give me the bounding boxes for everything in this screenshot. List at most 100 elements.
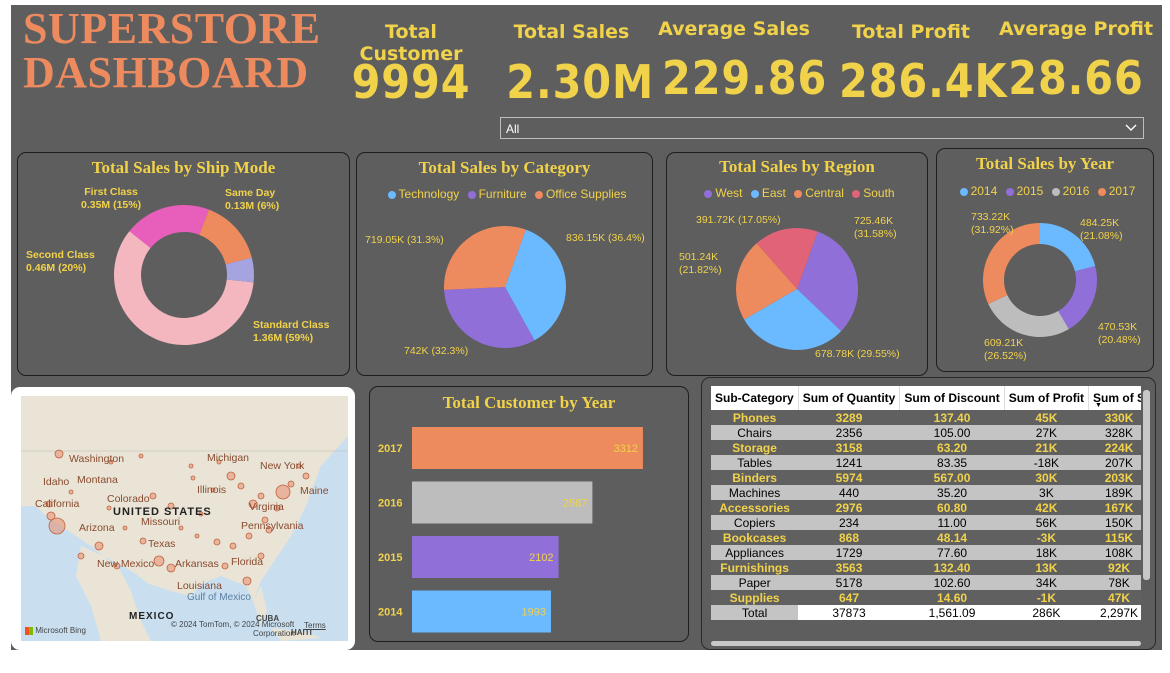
slice-2017[interactable] bbox=[983, 223, 1040, 305]
region-pie-chart[interactable] bbox=[667, 153, 928, 376]
bar-2016[interactable] bbox=[412, 481, 593, 524]
column-header-subcategory[interactable]: Sub-Category bbox=[711, 386, 799, 410]
map-label-gulf: Gulf of Mexico bbox=[187, 592, 251, 603]
slice-2014[interactable] bbox=[1040, 223, 1096, 272]
map-bubble[interactable] bbox=[166, 563, 176, 573]
map-bubble[interactable] bbox=[194, 533, 200, 539]
table-row[interactable]: Phones 3289 137.40 45K 330K bbox=[711, 410, 1141, 425]
map-bubble[interactable] bbox=[265, 526, 273, 534]
map-visual[interactable]: Washington Montana Idaho California Colo… bbox=[11, 387, 355, 650]
map-bubble[interactable] bbox=[226, 471, 236, 481]
table-row[interactable]: Machines 440 35.20 3K 189K bbox=[711, 485, 1141, 500]
table-row[interactable]: Tables 1241 83.35 -18K 207K bbox=[711, 455, 1141, 470]
map-bubble[interactable] bbox=[106, 505, 112, 511]
horizontal-scrollbar[interactable] bbox=[711, 641, 1141, 646]
map-bubble[interactable] bbox=[139, 537, 147, 545]
year-donut-chart[interactable] bbox=[937, 149, 1154, 372]
map-bubble[interactable] bbox=[108, 459, 114, 465]
map-bubble[interactable] bbox=[296, 463, 302, 469]
chevron-down-icon[interactable] bbox=[1125, 118, 1137, 140]
map-bubble[interactable] bbox=[261, 516, 269, 524]
column-header-sales[interactable]: Sum of S ▼ bbox=[1088, 386, 1141, 410]
bar-2015[interactable] bbox=[412, 536, 559, 578]
map-bubble[interactable] bbox=[275, 484, 291, 500]
table-row[interactable]: Paper 5178 102.60 34K 78K bbox=[711, 575, 1141, 590]
ship-mode-donut-chart[interactable] bbox=[18, 153, 350, 376]
legend-dot bbox=[534, 190, 543, 199]
map-bubble[interactable] bbox=[68, 489, 74, 495]
map-bubble[interactable] bbox=[302, 472, 310, 480]
map-canvas[interactable]: Washington Montana Idaho California Colo… bbox=[21, 396, 348, 641]
card-subcategory-table[interactable]: Sub-Category Sum of Quantity Sum of Disc… bbox=[701, 377, 1156, 650]
table-row[interactable]: Furnishings 3563 132.40 13K 92K bbox=[711, 560, 1141, 575]
map-bubble[interactable] bbox=[188, 463, 194, 469]
card-customer-by-year[interactable]: Total Customer by Year 3312 2017 2587 2016 2… bbox=[369, 386, 689, 642]
table-row[interactable]: Appliances 1729 77.60 18K 108K bbox=[711, 545, 1141, 560]
table-row[interactable]: Storage 3158 63.20 21K 224K bbox=[711, 440, 1141, 455]
bar-2017[interactable] bbox=[412, 427, 643, 469]
table-row[interactable]: Accessories 2976 60.80 42K 167K bbox=[711, 500, 1141, 515]
sort-descending-icon[interactable]: ▼ bbox=[1095, 402, 1102, 409]
map-bubble[interactable] bbox=[178, 525, 184, 531]
map-bubble[interactable] bbox=[77, 552, 85, 560]
slice-2015[interactable] bbox=[1058, 266, 1097, 330]
bar-2014[interactable] bbox=[412, 590, 551, 633]
slice-office-supplies[interactable] bbox=[444, 225, 526, 290]
map-bubble[interactable] bbox=[248, 499, 258, 509]
card-sales-by-ship-mode[interactable]: Total Sales by Ship Mode First Class 0.35… bbox=[17, 152, 350, 376]
slice-east[interactable] bbox=[744, 289, 842, 350]
map-bubble[interactable] bbox=[229, 542, 237, 550]
slice-second-class[interactable] bbox=[129, 205, 209, 249]
slice-central[interactable] bbox=[736, 243, 797, 320]
card-sales-by-year[interactable]: Total Sales by Year 2014 2015 2016 2017 … bbox=[936, 148, 1154, 372]
table-row[interactable]: Binders 5974 567.00 30K 203K bbox=[711, 470, 1141, 485]
map-bubble[interactable] bbox=[46, 511, 56, 521]
map-bubble[interactable] bbox=[210, 487, 216, 493]
map-bubble[interactable] bbox=[94, 541, 104, 551]
map-bubble[interactable] bbox=[245, 532, 253, 540]
vertical-scrollbar[interactable] bbox=[1143, 390, 1150, 580]
map-bubble[interactable] bbox=[273, 504, 281, 512]
map-bubble[interactable] bbox=[153, 555, 165, 567]
map-bubble[interactable] bbox=[221, 562, 229, 570]
customer-bar-chart[interactable]: 3312 2017 2587 2016 2102 2015 1993 2014 bbox=[370, 387, 689, 642]
column-header-profit[interactable]: Sum of Profit bbox=[1004, 386, 1090, 410]
map-bubble[interactable] bbox=[242, 576, 252, 586]
map-bubble[interactable] bbox=[113, 562, 121, 570]
map-bubble[interactable] bbox=[54, 449, 64, 459]
slice-furniture[interactable] bbox=[444, 287, 535, 348]
map-bubble[interactable] bbox=[198, 511, 204, 517]
map-bubble[interactable] bbox=[237, 482, 245, 490]
slice-2016[interactable] bbox=[988, 295, 1069, 337]
table-row[interactable]: Chairs 2356 105.00 27K 328K bbox=[711, 425, 1141, 440]
map-bubble[interactable] bbox=[287, 480, 295, 488]
category-pie-chart[interactable] bbox=[357, 153, 653, 376]
year-slicer-dropdown[interactable]: All bbox=[500, 117, 1144, 139]
slice-technology[interactable] bbox=[505, 229, 566, 341]
map-label-cuba: CUBA bbox=[256, 614, 280, 623]
table-row[interactable]: Copiers 234 11.00 56K 150K bbox=[711, 515, 1141, 530]
slice-first-class[interactable] bbox=[199, 209, 252, 265]
map-terms-link[interactable]: Terms bbox=[304, 621, 326, 630]
map-bubble[interactable] bbox=[167, 502, 175, 510]
column-header-quantity[interactable]: Sum of Quantity bbox=[798, 386, 901, 410]
map-bubble[interactable] bbox=[149, 492, 157, 500]
map-bubble[interactable] bbox=[48, 517, 66, 535]
slice-west[interactable] bbox=[797, 231, 858, 332]
map-bubble[interactable] bbox=[122, 525, 128, 531]
card-sales-by-region[interactable]: Total Sales by Region West East Central … bbox=[666, 152, 928, 376]
map-bubble[interactable] bbox=[138, 453, 144, 459]
map-bubble[interactable] bbox=[216, 459, 222, 465]
map-bubble[interactable] bbox=[190, 475, 196, 481]
map-bubble[interactable] bbox=[257, 552, 265, 560]
table-row[interactable]: Supplies 647 14.60 -1K 47K bbox=[711, 590, 1141, 605]
slice-standard-class[interactable] bbox=[114, 231, 254, 345]
map-bubble[interactable] bbox=[257, 492, 265, 500]
map-bubble[interactable] bbox=[213, 538, 221, 546]
slice-same-day[interactable] bbox=[225, 257, 254, 283]
column-header-discount[interactable]: Sum of Discount bbox=[899, 386, 1005, 410]
map-bubble[interactable] bbox=[45, 500, 53, 508]
slice-south[interactable] bbox=[756, 228, 818, 289]
table-row[interactable]: Bookcases 868 48.14 -3K 115K bbox=[711, 530, 1141, 545]
card-sales-by-category[interactable]: Total Sales by Category Technology Furni… bbox=[356, 152, 653, 376]
